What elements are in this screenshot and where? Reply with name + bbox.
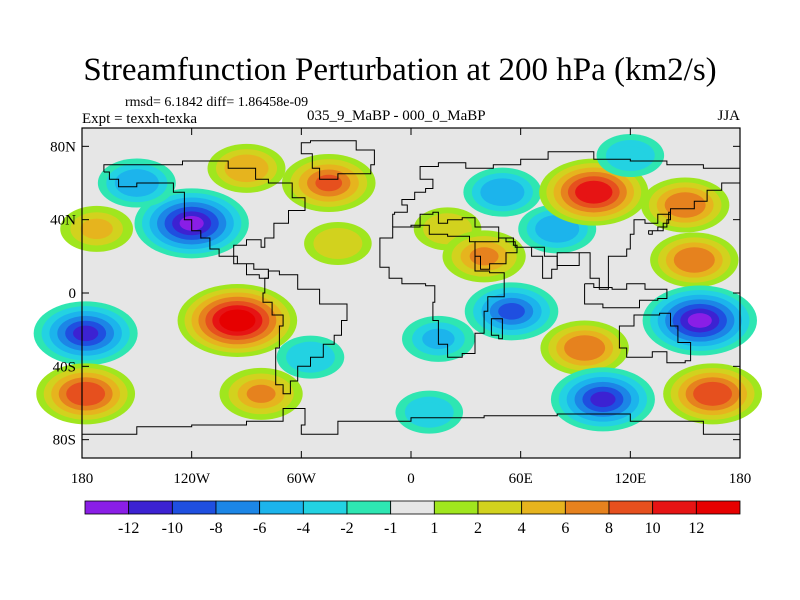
- madagascar-outline: [490, 318, 503, 340]
- season-label: JJA: [717, 108, 740, 124]
- contour-fill: [687, 313, 712, 328]
- colorbar-box: [128, 500, 173, 515]
- colorbar-label: -2: [340, 520, 353, 537]
- case-label: 035_9_MaBP - 000_0_MaBP: [307, 108, 486, 124]
- colorbar-label: 2: [474, 520, 482, 537]
- x-tick-label: 180: [71, 471, 94, 487]
- coastline-layer: [81, 140, 741, 436]
- africa-outline: [379, 224, 505, 358]
- australia-outline: [618, 312, 692, 364]
- experiment-label: Expt = texxh-texka: [82, 111, 198, 127]
- colorbar-box: [652, 500, 697, 515]
- anomaly-blob: [540, 320, 629, 376]
- colorbar-label: 10: [645, 520, 661, 537]
- colorbar-box: [564, 500, 610, 515]
- colorbar-box: [302, 500, 348, 515]
- colorbar-box: [608, 500, 654, 515]
- anomaly-blob: [650, 232, 739, 288]
- anomaly-blob: [640, 177, 730, 233]
- colorbar-label: 1: [430, 520, 438, 537]
- contour-fill: [226, 313, 249, 328]
- anomaly-blob: [36, 363, 136, 425]
- y-tick-label: 80N: [50, 139, 76, 155]
- y-tick-label: 0: [69, 286, 77, 302]
- stats-label: rmsd= 6.1842 diff= 1.86458e-09: [125, 95, 309, 110]
- colorbar-label: 6: [561, 520, 569, 537]
- field-layer: [33, 134, 762, 434]
- anomaly-blob: [463, 167, 542, 217]
- contour-fill: [73, 386, 98, 402]
- contour-fill: [572, 340, 598, 356]
- colorbar-label: -4: [297, 520, 310, 537]
- contour-fill: [469, 247, 499, 266]
- antarctica-outline: [81, 408, 740, 436]
- anomaly-blob: [60, 205, 134, 252]
- south-america-outline: [262, 270, 348, 395]
- contour-fill: [322, 233, 353, 254]
- colorbar-box: [346, 500, 392, 515]
- contour-fill: [498, 303, 525, 320]
- greenland-outline: [300, 140, 375, 180]
- contour-fill: [80, 218, 113, 240]
- colorbar-label: -6: [253, 520, 266, 537]
- colorbar-labels: -12 -10 -8 -6 -4 -2 -1 1 2 4 6 8 10 12: [118, 520, 704, 537]
- contour-fill: [543, 220, 571, 238]
- contour-fill: [582, 185, 606, 200]
- contour-fill: [590, 391, 616, 408]
- colorbar-box: [433, 500, 479, 515]
- colorbar-label: 12: [688, 520, 704, 537]
- chart-title: Streamfunction Perturbation at 200 hPa (…: [83, 52, 717, 88]
- colorbar-box: [477, 500, 523, 515]
- colorbar-label: -10: [162, 520, 183, 537]
- north-america-outline: [103, 160, 306, 279]
- colorbar-box: [259, 500, 304, 515]
- colorbar-boxes: [84, 500, 741, 515]
- colorbar-box: [521, 500, 566, 515]
- anomaly-blob: [596, 134, 665, 177]
- colorbar-box: [215, 500, 261, 515]
- japan-outline: [648, 211, 671, 235]
- india-outline: [531, 247, 580, 279]
- contour-fill: [681, 252, 707, 268]
- anomaly-blob: [550, 367, 655, 432]
- anomaly-blob: [177, 284, 298, 357]
- x-tick-label: 60W: [287, 471, 317, 487]
- y-tick-label: 80S: [53, 433, 76, 449]
- colorbar-label: 4: [518, 520, 526, 537]
- colorbar-label: -8: [209, 520, 222, 537]
- colorbar-box: [390, 500, 435, 515]
- x-tick-label: 180: [729, 471, 752, 487]
- colorbar-box: [695, 500, 741, 515]
- colorbar-box: [84, 500, 130, 515]
- contour-fill: [615, 145, 646, 166]
- y-tick-label: 40S: [53, 359, 76, 375]
- contour-fill: [432, 219, 463, 239]
- anomaly-blob: [395, 390, 464, 434]
- arabia-outline: [474, 237, 518, 270]
- contour-fill: [414, 402, 445, 422]
- colorbar-label: 8: [605, 520, 613, 537]
- anomaly-blob: [539, 158, 649, 226]
- anomaly-blob: [219, 367, 303, 420]
- x-tick-label: 120E: [614, 471, 646, 487]
- x-tick-label: 0: [407, 471, 415, 487]
- x-tick-label: 60E: [509, 471, 533, 487]
- colorbar-label: -1: [384, 520, 397, 537]
- contour-fill: [488, 183, 516, 201]
- contour-fill: [700, 386, 725, 402]
- anomaly-blob: [33, 301, 138, 366]
- anomaly-blob: [663, 363, 762, 425]
- colorbar-box: [171, 500, 217, 515]
- anomaly-blob: [642, 285, 757, 356]
- y-tick-label: 40N: [50, 213, 76, 229]
- contour-fill: [246, 384, 276, 403]
- x-tick-label: 120W: [173, 471, 211, 487]
- indonesia-outline: [584, 283, 668, 309]
- colorbar-label: -12: [118, 520, 139, 537]
- axis-ticks: 180 120W 60W 0 60E 120E 180 80N 40N 0 40S 80S: [50, 128, 751, 487]
- anomaly-blob: [304, 222, 372, 265]
- contour-fill: [73, 325, 99, 342]
